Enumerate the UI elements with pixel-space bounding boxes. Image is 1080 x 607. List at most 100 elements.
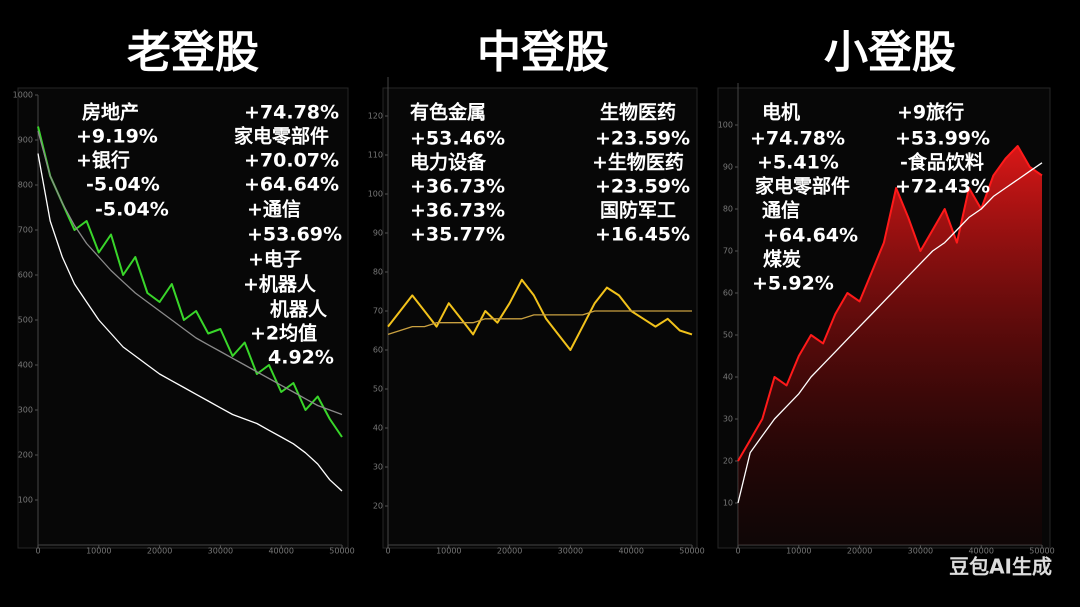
annotation: +72.43% bbox=[895, 176, 990, 198]
series-line bbox=[737, 162, 1043, 504]
y-tick-label: 700 bbox=[18, 226, 33, 235]
x-tick-label: 30000 bbox=[908, 547, 933, 556]
annotation: 电机 bbox=[762, 101, 800, 124]
annotation: +5.92% bbox=[752, 273, 834, 295]
y-tick-label: 100 bbox=[718, 121, 733, 130]
series-line bbox=[37, 153, 343, 492]
annotation: +机器人 bbox=[243, 274, 317, 296]
chart-title: 中登股 bbox=[477, 27, 609, 78]
y-tick-label: 400 bbox=[18, 361, 33, 370]
x-tick-label: 0 bbox=[35, 547, 40, 556]
annotation: +2均值 bbox=[250, 322, 317, 345]
annotation: 机器人 bbox=[270, 299, 328, 321]
annotation: 煤炭 bbox=[763, 249, 801, 271]
x-tick-label: 0 bbox=[735, 547, 740, 556]
y-tick-label: 20 bbox=[373, 502, 383, 511]
y-tick-label: 500 bbox=[18, 316, 33, 325]
y-tick-label: 90 bbox=[723, 163, 733, 172]
annotation: 家电零部件 bbox=[234, 125, 329, 148]
annotation: +74.78% bbox=[750, 128, 845, 150]
y-tick-label: 110 bbox=[368, 151, 383, 160]
x-tick-label: 50000 bbox=[329, 547, 354, 556]
x-tick-label: 20000 bbox=[847, 547, 872, 556]
x-tick-label: 30000 bbox=[208, 547, 233, 556]
annotation: +5.41% bbox=[757, 152, 839, 174]
annotation: +23.59% bbox=[595, 176, 690, 198]
series-line bbox=[37, 130, 343, 416]
annotation: +35.77% bbox=[410, 224, 505, 246]
annotation: +53.99% bbox=[895, 128, 990, 150]
annotation: -5.04% bbox=[95, 199, 169, 221]
x-tick-label: 40000 bbox=[968, 547, 993, 556]
y-tick-label: 40 bbox=[723, 373, 733, 382]
watermark: 豆包AI生成 bbox=[949, 555, 1052, 579]
annotation: 通信 bbox=[762, 199, 800, 222]
y-tick-label: 10 bbox=[723, 499, 733, 508]
series-line bbox=[37, 126, 343, 438]
y-tick-label: 60 bbox=[373, 346, 383, 355]
y-tick-label: 100 bbox=[18, 496, 33, 505]
annotation: +70.07% bbox=[244, 150, 339, 172]
annotation: 国防军工 bbox=[600, 199, 676, 222]
annotation: +通信 bbox=[247, 198, 301, 221]
annotation: +36.73% bbox=[410, 176, 505, 198]
x-tick-label: 40000 bbox=[268, 547, 293, 556]
y-tick-label: 1000 bbox=[13, 91, 33, 100]
y-tick-label: 120 bbox=[368, 112, 383, 121]
annotation: +16.45% bbox=[595, 224, 690, 246]
panel bbox=[382, 87, 698, 549]
y-tick-label: 90 bbox=[373, 229, 383, 238]
y-tick-label: 60 bbox=[723, 289, 733, 298]
y-tick-label: 30 bbox=[723, 415, 733, 424]
y-tick-label: 70 bbox=[373, 307, 383, 316]
x-tick-label: 50000 bbox=[1029, 547, 1054, 556]
x-tick-label: 20000 bbox=[147, 547, 172, 556]
series-line bbox=[737, 145, 1043, 462]
annotation: +9旅行 bbox=[897, 101, 964, 124]
chart-title: 老登股 bbox=[127, 27, 259, 78]
series-line bbox=[387, 310, 692, 336]
y-tick-label: 600 bbox=[18, 271, 33, 280]
annotation: 4.92% bbox=[268, 347, 334, 369]
annotation: 房地产 bbox=[82, 101, 139, 124]
annotation: +23.59% bbox=[595, 128, 690, 150]
y-tick-label: 50 bbox=[373, 385, 383, 394]
annotation: +银行 bbox=[76, 149, 130, 172]
chart-title: 小登股 bbox=[824, 27, 956, 78]
x-tick-label: 10000 bbox=[86, 547, 111, 556]
annotation: +74.78% bbox=[244, 102, 339, 124]
annotation: +生物医药 bbox=[592, 151, 684, 174]
annotation: 生物医药 bbox=[600, 101, 676, 124]
annotation: -食品饮料 bbox=[900, 151, 984, 174]
annotation: +64.64% bbox=[763, 225, 858, 247]
annotation: +53.69% bbox=[247, 224, 342, 246]
x-tick-label: 30000 bbox=[558, 547, 583, 556]
annotation: +电子 bbox=[248, 248, 302, 271]
y-tick-label: 100 bbox=[368, 190, 383, 199]
y-tick-label: 30 bbox=[373, 463, 383, 472]
area bbox=[738, 146, 1042, 545]
x-tick-label: 20000 bbox=[497, 547, 522, 556]
y-tick-label: 50 bbox=[723, 331, 733, 340]
x-tick-label: 10000 bbox=[786, 547, 811, 556]
annotation: 电力设备 bbox=[410, 151, 487, 174]
y-tick-label: 70 bbox=[723, 247, 733, 256]
y-tick-label: 40 bbox=[373, 424, 383, 433]
annotation: +9.19% bbox=[76, 126, 158, 148]
annotation: +53.46% bbox=[410, 128, 505, 150]
annotation: +36.73% bbox=[410, 200, 505, 222]
x-tick-label: 40000 bbox=[618, 547, 643, 556]
y-tick-label: 20 bbox=[723, 457, 733, 466]
y-tick-label: 300 bbox=[18, 406, 33, 415]
x-tick-label: 10000 bbox=[436, 547, 461, 556]
x-tick-label: 0 bbox=[385, 547, 390, 556]
y-tick-label: 200 bbox=[18, 451, 33, 460]
y-tick-label: 80 bbox=[723, 205, 733, 214]
x-tick-label: 50000 bbox=[679, 547, 704, 556]
y-tick-label: 900 bbox=[18, 136, 33, 145]
annotation: 有色金属 bbox=[410, 101, 486, 124]
y-tick-label: 80 bbox=[373, 268, 383, 277]
annotation: -5.04% bbox=[86, 174, 160, 196]
y-tick-label: 800 bbox=[18, 181, 33, 190]
annotation: +64.64% bbox=[244, 174, 339, 196]
